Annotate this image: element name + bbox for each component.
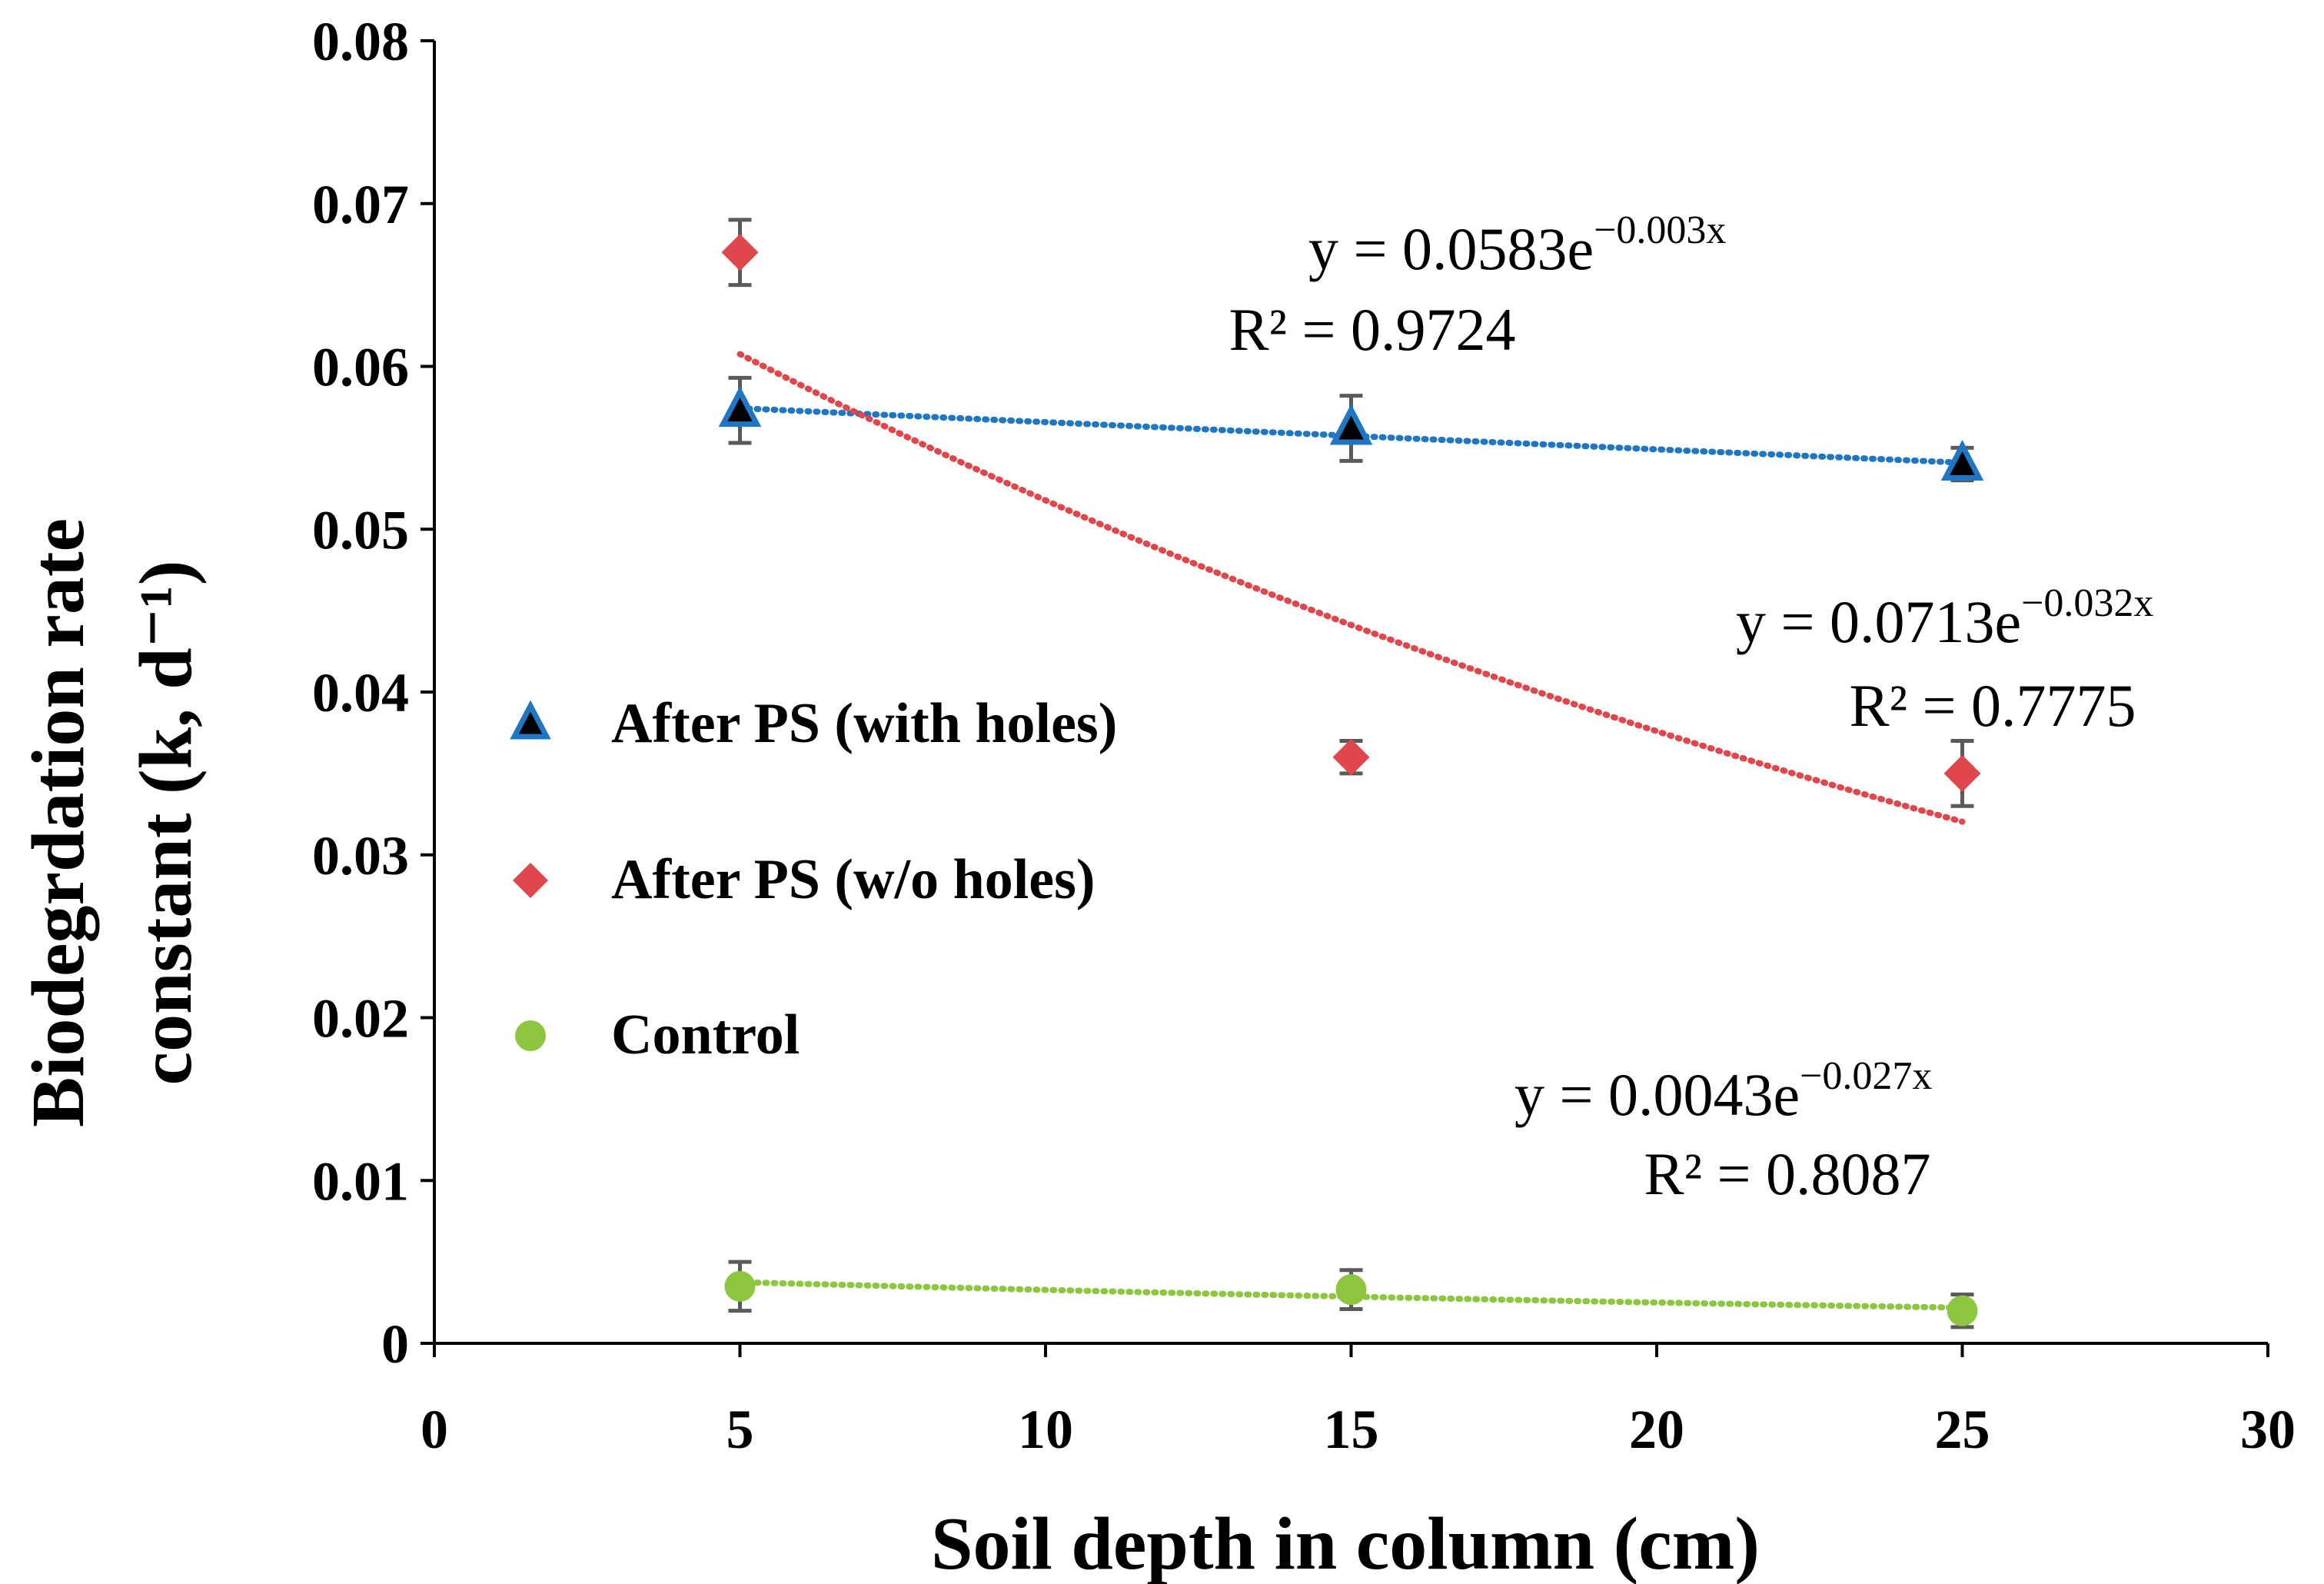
legend-diamond-icon — [513, 863, 548, 898]
equation-with-holes: y = 0.0583e−0.003x R² = 0.9724 — [1229, 208, 1727, 363]
data-point-diamond — [721, 234, 759, 271]
y-tick-label: 0 — [381, 1313, 409, 1375]
y-tick-label: 0.01 — [312, 1150, 409, 1212]
equation-text: y = 0.0583e−0.003x — [1308, 208, 1726, 282]
x-tick-label: 10 — [1018, 1399, 1073, 1460]
y-tick-label: 0.05 — [312, 499, 409, 561]
r-squared-text: R² = 0.7775 — [1850, 672, 2136, 739]
y-tick-label: 0.04 — [312, 662, 409, 724]
data-point-circle — [1947, 1295, 1978, 1326]
y-axis-title-line1: Biodegrdation rate — [17, 518, 100, 1127]
x-axis-title: Soil depth in column (cm) — [931, 1502, 1760, 1584]
legend-circle-icon — [515, 1020, 546, 1051]
y-tick-label: 0.06 — [312, 337, 409, 398]
r-squared-text: R² = 0.8087 — [1644, 1140, 1931, 1207]
legend-item-without-holes: After PS (w/o holes) — [513, 848, 1096, 911]
data-markers — [718, 234, 1984, 1326]
y-tick-label: 0.02 — [312, 988, 409, 1050]
legend: After PS (with holes) After PS (w/o hole… — [510, 692, 1117, 1067]
legend-item-with-holes: After PS (with holes) — [510, 692, 1117, 755]
x-tick-label: 25 — [1935, 1399, 1990, 1460]
y-tick-label: 0.03 — [312, 825, 409, 887]
trendline-1 — [736, 351, 1966, 825]
data-point-triangle — [718, 386, 762, 428]
x-tick-label: 0 — [421, 1399, 448, 1460]
x-tick-label: 20 — [1629, 1399, 1684, 1460]
legend-label: After PS (w/o holes) — [611, 848, 1096, 911]
data-point-diamond — [1943, 754, 1981, 792]
data-point-diamond — [1332, 738, 1370, 776]
y-tick-label: 0.07 — [312, 174, 409, 235]
x-tick-label: 15 — [1324, 1399, 1379, 1460]
data-point-circle — [1335, 1274, 1367, 1306]
equation-without-holes: y = 0.0713e−0.032x R² = 0.7775 — [1736, 581, 2153, 739]
legend-label: Control — [611, 1003, 800, 1067]
x-tick-label: 5 — [726, 1399, 754, 1460]
data-point-triangle — [1940, 440, 1984, 481]
equation-text: y = 0.0713e−0.032x — [1736, 581, 2153, 655]
y-tick-label: 0.08 — [312, 11, 409, 72]
equation-text: y = 0.0043e−0.027x — [1514, 1054, 1932, 1128]
y-axis-title-line2: constant (k, d⁻¹) — [125, 561, 208, 1086]
r-squared-text: R² = 0.9724 — [1229, 296, 1516, 363]
legend-label: After PS (with holes) — [611, 692, 1117, 755]
equation-control: y = 0.0043e−0.027x R² = 0.8087 — [1514, 1054, 1932, 1207]
data-point-circle — [724, 1270, 756, 1302]
data-point-triangle — [1329, 404, 1373, 445]
x-tick-label: 30 — [2240, 1399, 2296, 1460]
legend-item-control: Control — [515, 1003, 800, 1067]
legend-triangle-icon — [510, 700, 551, 740]
axes: 0 0.01 0.02 0.03 0.04 0.05 0.06 0.07 0.08 0 5 10 15 2… — [312, 11, 2296, 1460]
